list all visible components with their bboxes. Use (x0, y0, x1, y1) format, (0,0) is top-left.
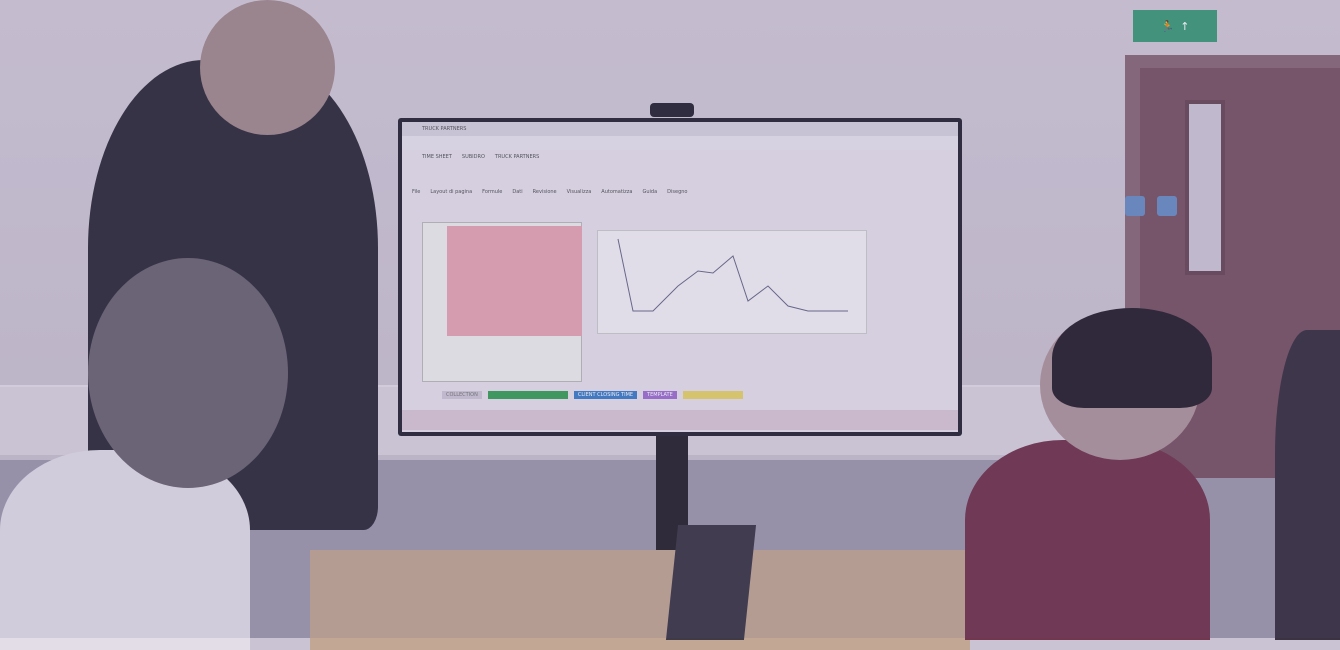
sign-icon (1125, 196, 1145, 216)
screen: TRUCK PARTNERS TIME SHEET SUBIDRO TRUCK … (402, 122, 958, 432)
door-window (1185, 100, 1225, 275)
woman-hair (1052, 308, 1212, 408)
sheet-tab[interactable] (487, 391, 568, 399)
menu-item[interactable]: Dati (512, 189, 523, 195)
chart-line (617, 238, 848, 312)
menu-item[interactable]: Automatizza (601, 189, 633, 195)
table (310, 550, 970, 650)
arrow-up-icon: ↑ (1180, 19, 1190, 33)
running-man-exit-icon: 🏃 (1160, 19, 1175, 33)
menu-item[interactable]: Layout di pagina (430, 189, 473, 195)
menu-item[interactable]: Formule (482, 189, 503, 195)
menu-item[interactable]: Visualizza (566, 189, 592, 195)
webcam (650, 103, 694, 117)
browser-tab-bar: TRUCK PARTNERS (402, 122, 958, 136)
menu-item[interactable]: Guida (642, 189, 658, 195)
line-chart (597, 230, 867, 334)
bookmark[interactable]: SUBIDRO (461, 154, 485, 160)
bookmark[interactable]: TRUCK PARTNERS (494, 154, 540, 160)
sheet-tab[interactable] (682, 391, 743, 399)
menu-item[interactable]: File (412, 189, 421, 195)
tv-monitor: TRUCK PARTNERS TIME SHEET SUBIDRO TRUCK … (398, 118, 962, 436)
standing-man-head (200, 0, 335, 135)
sheet-tab[interactable]: TEMPLATE (643, 391, 677, 399)
address-bar[interactable] (402, 136, 958, 150)
woman-body (965, 440, 1210, 640)
taskbar (402, 410, 958, 430)
door-signs (1125, 196, 1177, 216)
menu-item[interactable]: Disegno (667, 189, 688, 195)
bookmarks-bar: TIME SHEET SUBIDRO TRUCK PARTNERS (402, 150, 958, 164)
browser-tab[interactable]: TRUCK PARTNERS (422, 126, 467, 132)
sheet-tab[interactable]: COLLECTION (442, 391, 482, 399)
seated-man-head (88, 258, 288, 488)
man-right-edge (1275, 330, 1340, 640)
sheet-tab[interactable]: CLIENT CLOSING TIME (573, 391, 638, 399)
menu-item[interactable]: Revisione (532, 189, 557, 195)
sheet-tabs: COLLECTION CLIENT CLOSING TIME TEMPLATE (402, 388, 958, 402)
sign-icon (1157, 196, 1177, 216)
highlighted-cells (447, 226, 582, 336)
bookmark[interactable]: TIME SHEET (422, 154, 452, 160)
ribbon-menu: File Layout di pagina Formule Dati Revis… (402, 186, 958, 198)
exit-sign: 🏃 ↑ (1133, 10, 1217, 42)
